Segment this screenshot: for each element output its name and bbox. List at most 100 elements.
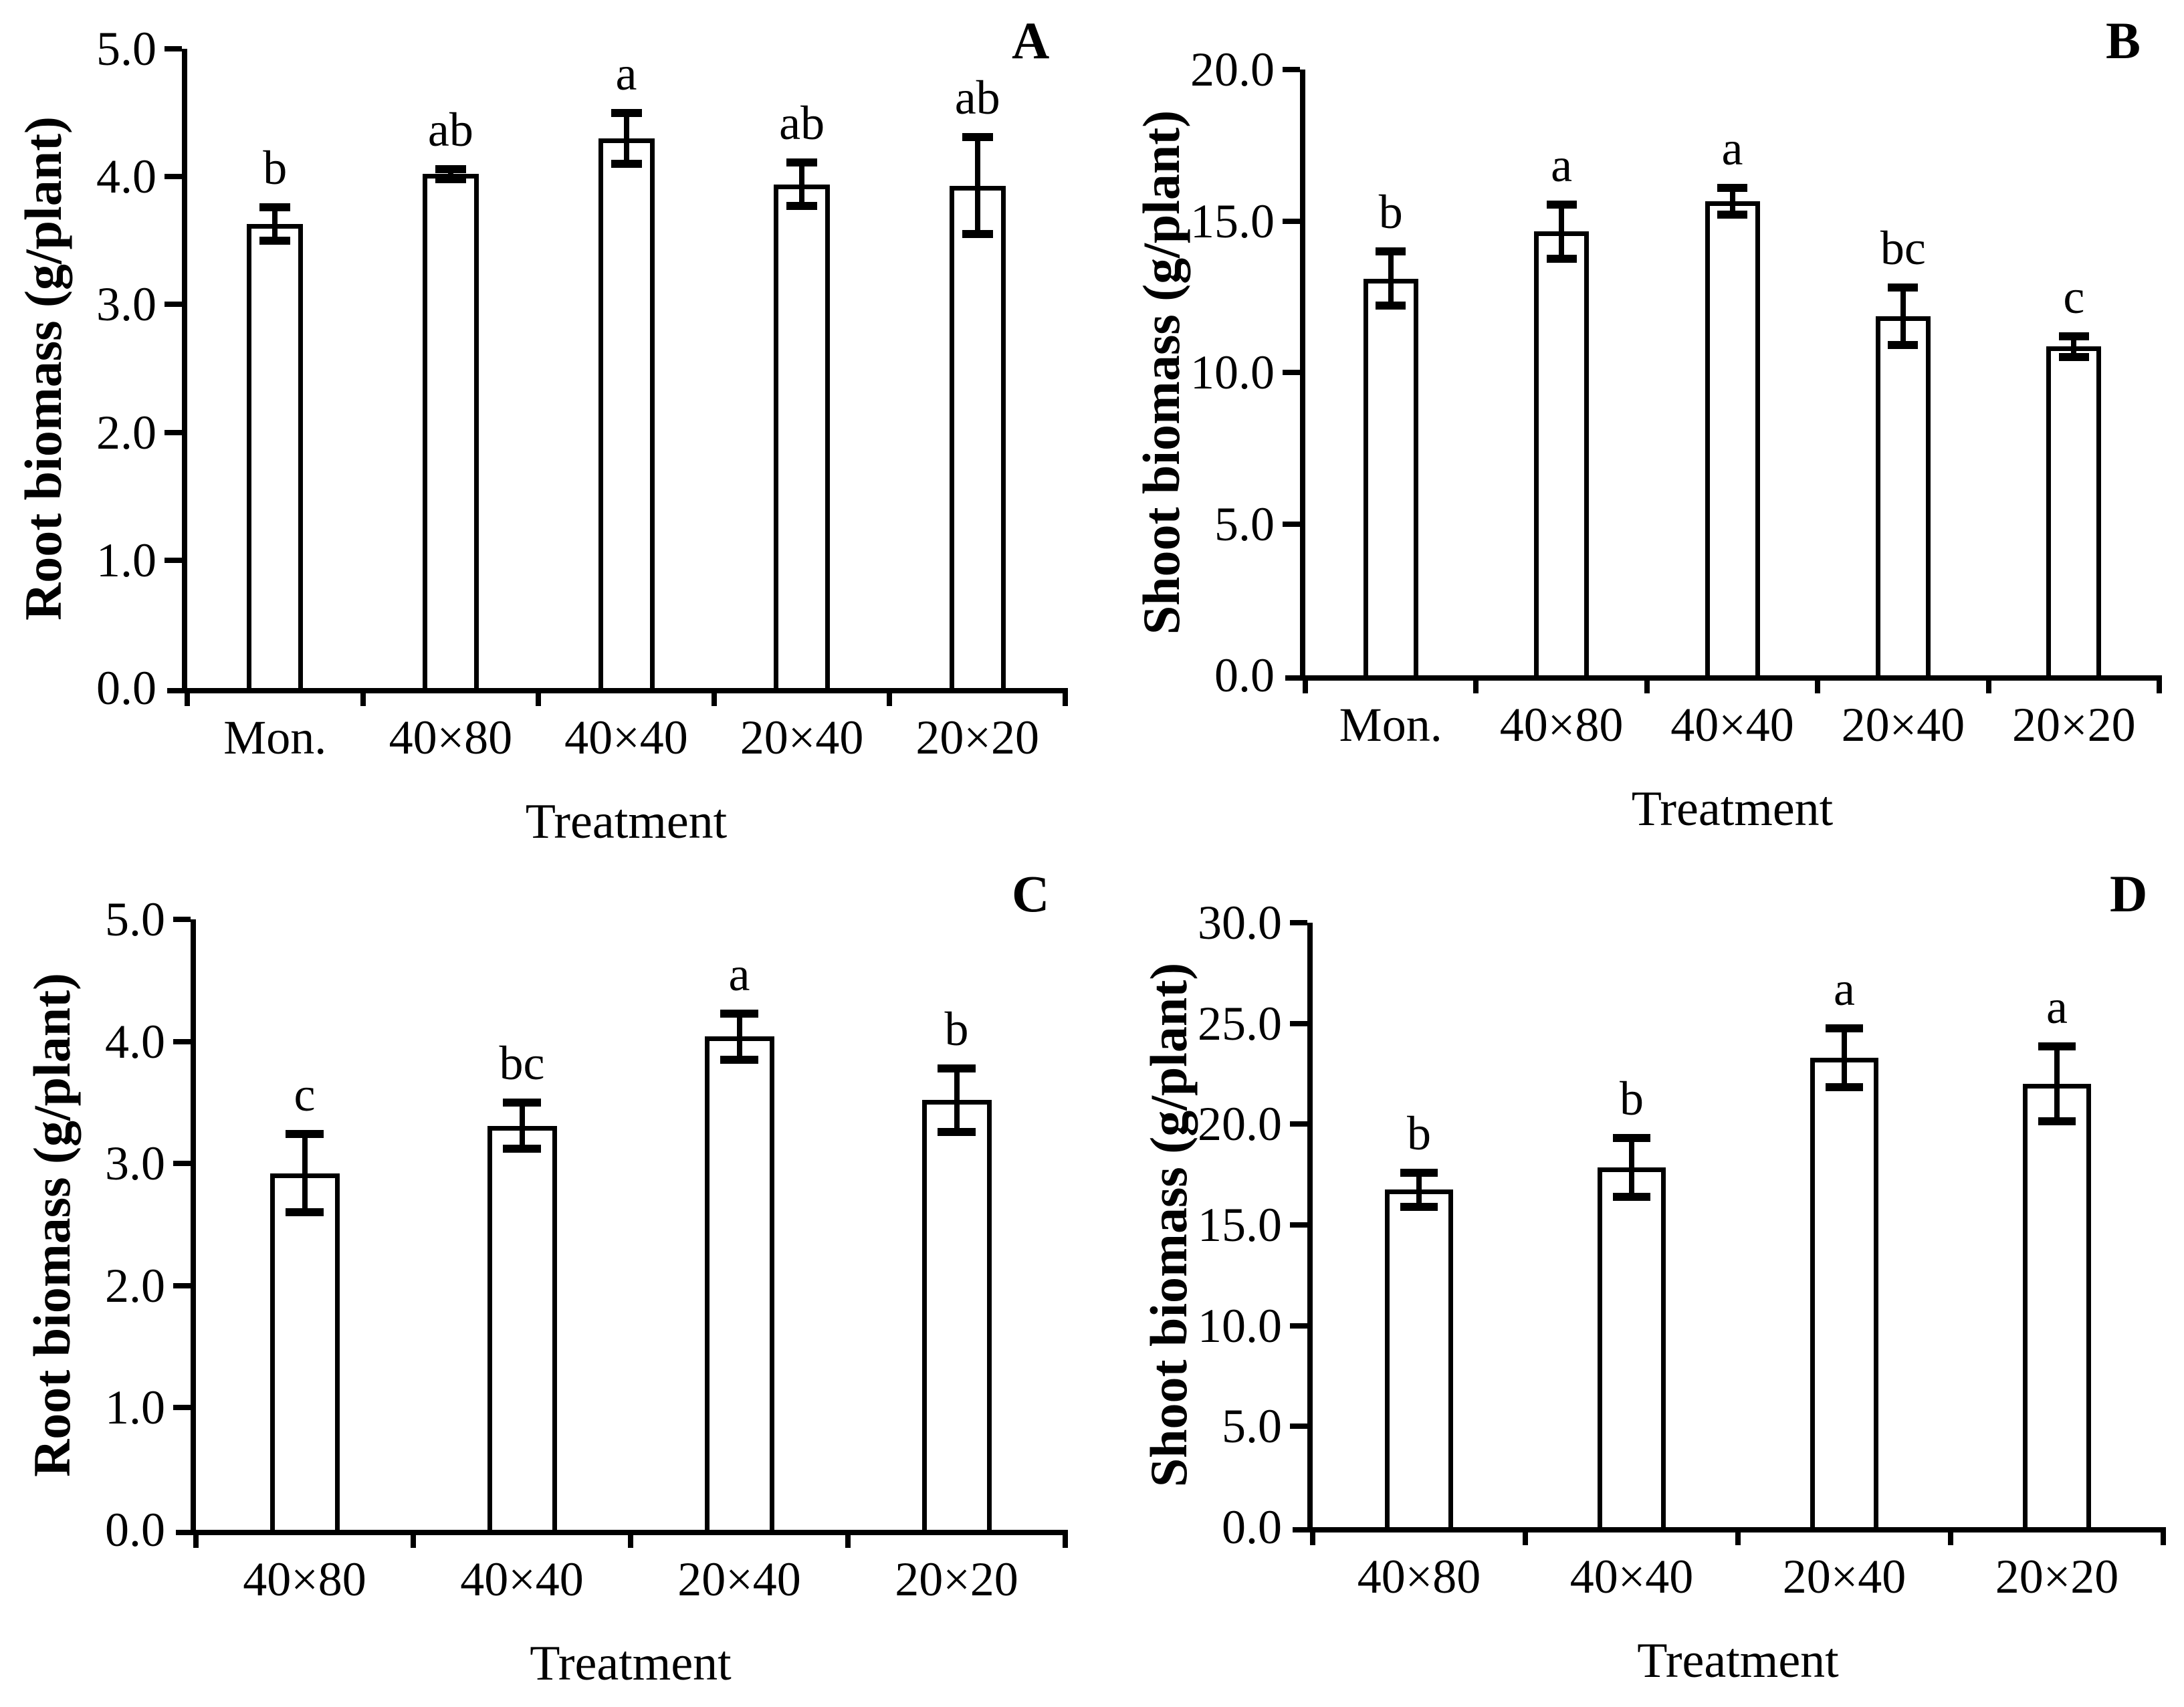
error-bar-cap-top	[1546, 200, 1577, 209]
x-tick	[2157, 675, 2162, 693]
x-category-label: 20×20	[2011, 698, 2136, 752]
y-tick-label: 10.0	[1190, 346, 1275, 399]
y-tick	[173, 917, 191, 922]
x-tick	[887, 688, 893, 706]
bar	[247, 224, 304, 688]
x-category-label: 40×40	[1569, 1550, 1694, 1603]
error-bar-cap-top	[1826, 1024, 1863, 1033]
x-tick	[536, 688, 542, 706]
error-bar-line	[1388, 251, 1394, 306]
bar	[2023, 1084, 2091, 1527]
y-tick-label: 15.0	[1190, 194, 1275, 248]
significance-letter: a	[1551, 138, 1573, 192]
bar	[1598, 1167, 1666, 1527]
error-bar-cap-bottom	[786, 202, 818, 211]
error-bar-line	[954, 1068, 960, 1132]
x-category-label: Mon.	[223, 711, 327, 764]
plot-area-c: 0.0 1.0 2.0 3.0 4.0 5.0 c 40×80 bc 40×40 a 20×40 b 20…	[105, 895, 1068, 1606]
panel-d: Shoot biomass (g/plant) D 0.0 5.0 10.0 15.0…	[1092, 853, 2184, 1707]
y-tick-label: 2.0	[105, 1258, 165, 1313]
error-bar-cap-top	[435, 164, 466, 173]
y-tick	[1283, 67, 1300, 72]
error-bar-cap-top	[286, 1130, 324, 1139]
error-bar-line	[519, 1102, 525, 1149]
x-category-label: 20×40	[740, 711, 864, 764]
plot-area-b: 0.0 5.0 10.0 15.0 20.0 b Mon. a 40×80 a 40×40 bc 20×…	[1190, 45, 2162, 752]
y-tick	[173, 1038, 191, 1044]
significance-letter: b	[944, 1002, 969, 1056]
y-tick-label: 4.0	[105, 1014, 165, 1068]
error-bar-cap-bottom	[1376, 302, 1406, 310]
y-tick-label: 5.0	[1222, 1399, 1282, 1454]
x-tick	[1063, 1530, 1068, 1548]
bar	[1810, 1058, 1878, 1527]
error-bar-cap-bottom	[1613, 1192, 1650, 1201]
y-tick	[173, 1282, 191, 1288]
significance-letter: b	[1378, 185, 1403, 239]
bar	[1363, 279, 1418, 675]
y-tick	[1283, 521, 1300, 527]
panel-c: Root biomass (g/plant) C 0.0 1.0 2.0 3.0 4.0…	[0, 853, 1092, 1707]
x-axis-line	[176, 1530, 1065, 1535]
error-bar-line	[2071, 336, 2077, 358]
significance-letter: a	[1834, 962, 1855, 1016]
significance-letter: a	[1721, 121, 1743, 175]
y-tick	[165, 174, 182, 180]
y-tick	[1283, 218, 1300, 224]
error-bar-cap-bottom	[2058, 353, 2089, 362]
y-tick-label: 3.0	[96, 277, 156, 332]
y-tick-label: 20.0	[1198, 1097, 1282, 1151]
significance-letter: ab	[427, 102, 473, 156]
error-bar-line	[736, 1013, 742, 1060]
x-axis-line	[1293, 1527, 2163, 1532]
x-axis-title: Treatment	[1637, 1633, 1839, 1688]
y-tick-label: 0.0	[1214, 649, 1275, 702]
significance-letter: b	[1620, 1072, 1644, 1126]
bar	[1705, 201, 1760, 675]
error-bar-cap-top	[611, 108, 642, 117]
y-tick	[165, 429, 182, 435]
significance-letter: ab	[779, 96, 825, 150]
y-tick	[165, 302, 182, 308]
significance-letter: a	[615, 46, 637, 100]
x-tick	[711, 688, 717, 706]
y-tick	[1283, 370, 1300, 375]
x-tick	[193, 1530, 199, 1548]
y-tick-label: 1.0	[105, 1381, 165, 1435]
bar	[422, 174, 479, 688]
error-bar-cap-bottom	[1888, 341, 1919, 350]
significance-letter: b	[263, 141, 288, 195]
x-tick	[411, 1530, 416, 1548]
error-bar-line	[272, 207, 278, 241]
bar	[921, 1100, 992, 1530]
error-bar-cap-top	[2058, 332, 2089, 340]
error-bar-line	[1729, 187, 1735, 215]
plot-area-a: 0.0 1.0 2.0 3.0 4.0 5.0 b Mon. ab 40×80 a 40×40 ab 20…	[96, 25, 1068, 764]
panel-letter-c: C	[1012, 865, 1050, 923]
error-bar-line	[2054, 1046, 2060, 1121]
x-tick	[845, 1530, 851, 1548]
error-bar-cap-top	[1400, 1168, 1438, 1177]
panel-b: Shoot biomass (g/plant) B 0.0 5.0 10.0 15.0…	[1092, 0, 2184, 853]
error-bar-cap-top	[1376, 247, 1406, 255]
x-category-label: 40×40	[460, 1553, 584, 1606]
x-tick	[1644, 675, 1650, 693]
y-tick	[165, 46, 182, 51]
y-tick-label: 0.0	[96, 661, 156, 715]
bar	[774, 185, 831, 688]
bar	[704, 1036, 774, 1530]
panel-letter-d: D	[2110, 865, 2148, 923]
x-tick	[360, 688, 366, 706]
x-category-label: Mon.	[1339, 698, 1442, 752]
significance-letter: a	[728, 947, 750, 1001]
x-category-label: 20×20	[1995, 1550, 2119, 1603]
error-bar-cap-top	[962, 132, 993, 141]
y-tick-label: 10.0	[1198, 1298, 1282, 1353]
x-category-label: 20×40	[677, 1553, 801, 1606]
bar	[1385, 1189, 1453, 1527]
y-tick-label: 4.0	[96, 150, 156, 204]
y-tick-label: 15.0	[1198, 1198, 1282, 1252]
x-axis-line	[1285, 675, 2159, 681]
significance-letter: a	[2046, 980, 2068, 1034]
